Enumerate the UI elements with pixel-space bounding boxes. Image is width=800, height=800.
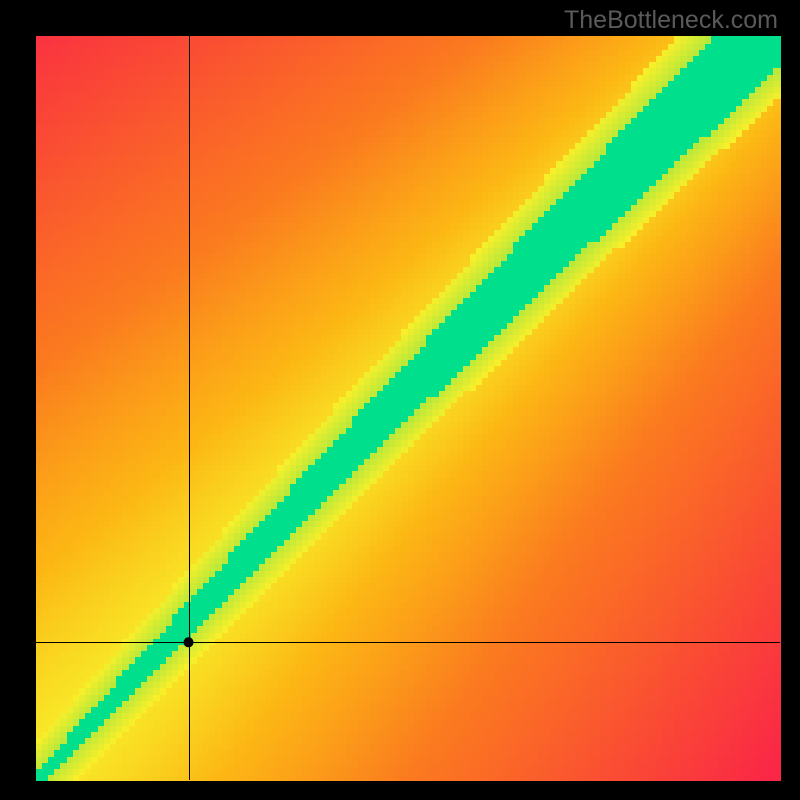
watermark-text: TheBottleneck.com <box>564 6 778 35</box>
bottleneck-heatmap <box>0 0 800 800</box>
chart-container: TheBottleneck.com <box>0 0 800 800</box>
